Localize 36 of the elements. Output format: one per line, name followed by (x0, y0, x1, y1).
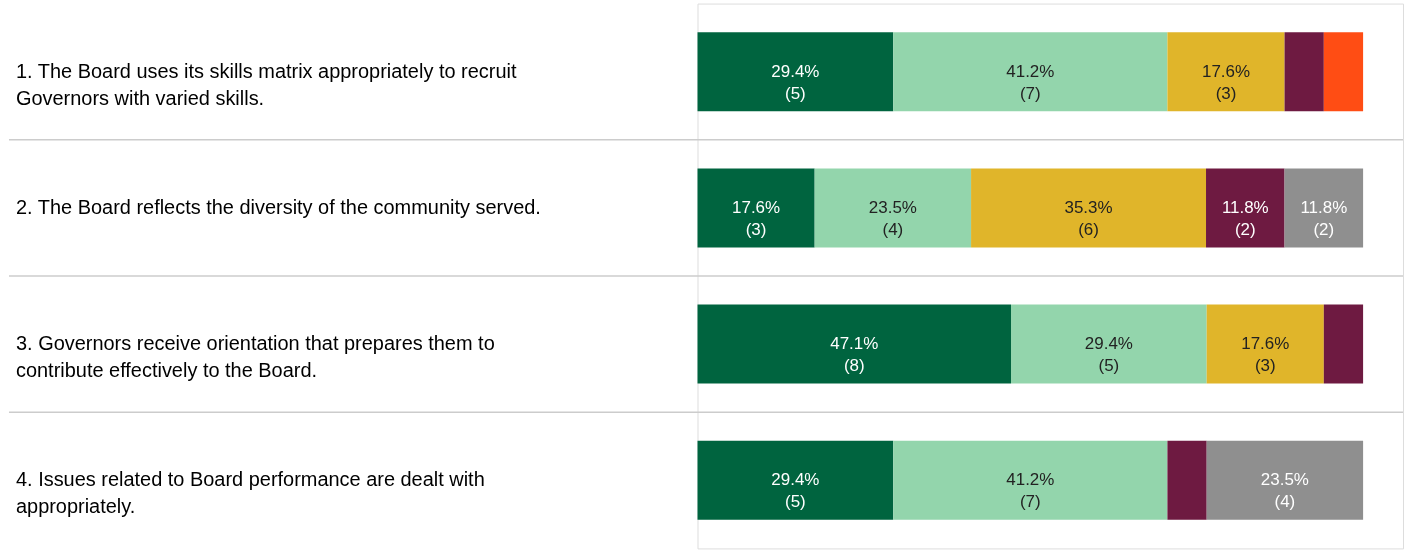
bar (1206, 304, 1324, 384)
data-label: 29.4% (5) (771, 470, 820, 512)
bar (1284, 168, 1364, 248)
data-label: 35.3% (6) (1064, 197, 1113, 239)
data-label: 41.2% (7) (1006, 61, 1055, 103)
y-tick-label: 4. Issues related to Board performance are dealt with appropriately. (15, 468, 485, 518)
bar (697, 304, 1011, 384)
data-label: 29.4% (5) (771, 61, 820, 103)
bar (814, 168, 972, 248)
bar (697, 168, 815, 248)
y-tick-label: 3. Governors receive orientation that prepares them to contribute effectively to the Board. (15, 332, 495, 382)
bar (697, 32, 894, 112)
data-label: 47.1% (8) (830, 334, 879, 376)
data-label: 41.2% (7) (1006, 470, 1055, 512)
bar (893, 440, 1168, 520)
y-tick-label: 2. The Board reflects the diversity of the community served. (15, 195, 541, 218)
bar (1323, 32, 1364, 112)
bar (697, 440, 894, 520)
data-label: 23.5% (4) (1260, 470, 1309, 512)
bar (1167, 440, 1207, 520)
bar (1206, 440, 1364, 520)
y-tick-label: 1. The Board uses its skills matrix appropriately to recruit Governors with varied skills. (15, 59, 517, 109)
data-label: 11.8% (2) (1221, 197, 1269, 239)
data-label: 11.8% (2) (1300, 197, 1348, 239)
data-label: 29.4% (5) (1084, 334, 1133, 376)
bar (1323, 304, 1364, 384)
data-label: 23.5% (4) (868, 197, 917, 239)
data-label: 17.6% (3) (732, 197, 781, 239)
bar (1284, 32, 1324, 112)
bar (971, 168, 1207, 248)
data-label: 17.6% (3) (1241, 334, 1290, 376)
bar (1206, 168, 1285, 248)
bar (1167, 32, 1285, 112)
data-label: 17.6% (3) (1201, 61, 1251, 103)
bar (893, 32, 1168, 112)
bar (1011, 304, 1207, 384)
